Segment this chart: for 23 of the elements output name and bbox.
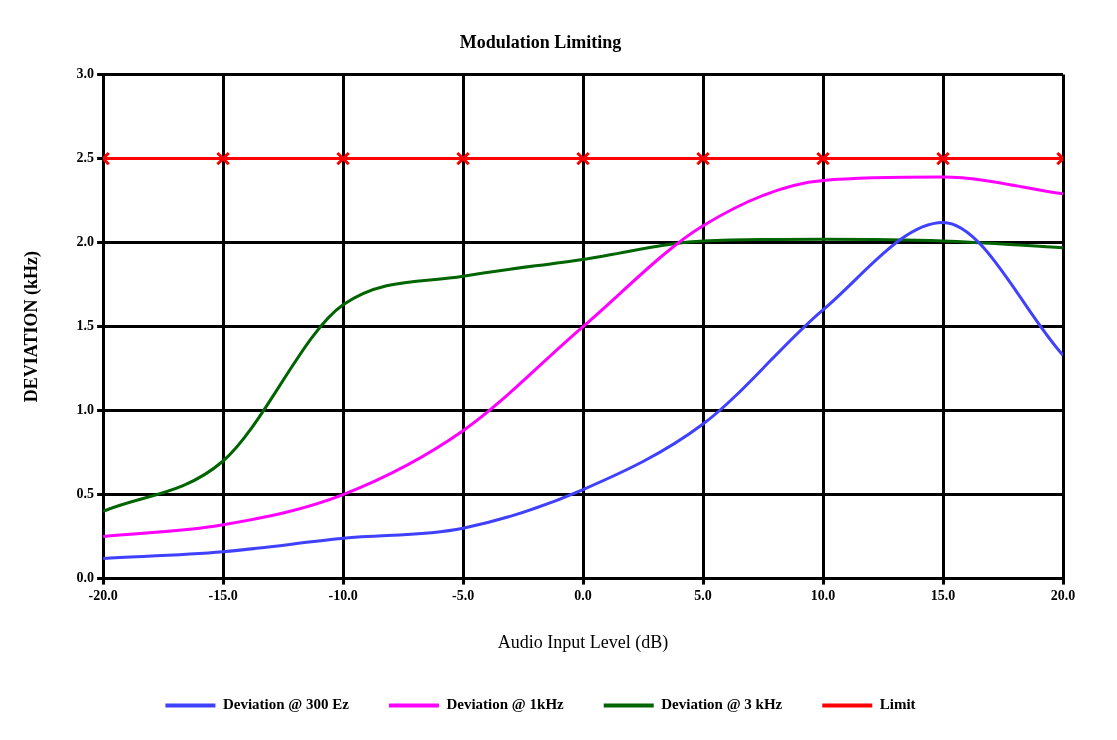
y-tick-label: 2.0 [76,234,95,250]
x-tick-label: 0.0 [574,587,592,603]
x-axis-title: Audio Input Level (dB) [497,631,669,653]
x-tick-label: -5.0 [451,587,475,603]
x-tick-label: 20.0 [1050,587,1076,603]
y-tick-label: 1.5 [76,318,95,334]
x-tick-label: 10.0 [810,587,836,603]
x-tick-label: 15.0 [930,587,956,603]
chart-title: Modulation Limiting [459,32,622,53]
y-tick-label: 2.5 [76,150,95,166]
legend-label: Deviation @ 3 kHz [661,696,783,713]
x-tick-label: -15.0 [208,587,238,603]
y-tick-label: 0.0 [76,570,95,586]
x-tick-label: -20.0 [88,587,118,603]
legend-label: Deviation @ 1kHz [446,696,565,713]
y-tick-label: 0.5 [76,486,95,502]
y-tick-label: 1.0 [76,402,95,418]
x-tick-label: -10.0 [328,587,358,603]
legend-label: Limit [879,696,916,713]
legend-label: Deviation @ 300 Ez [222,696,350,713]
y-tick-label: 3.0 [76,66,95,82]
x-tick-label: 5.0 [694,587,712,603]
y-axis-title: DEVIATION (kHz) [21,251,43,403]
